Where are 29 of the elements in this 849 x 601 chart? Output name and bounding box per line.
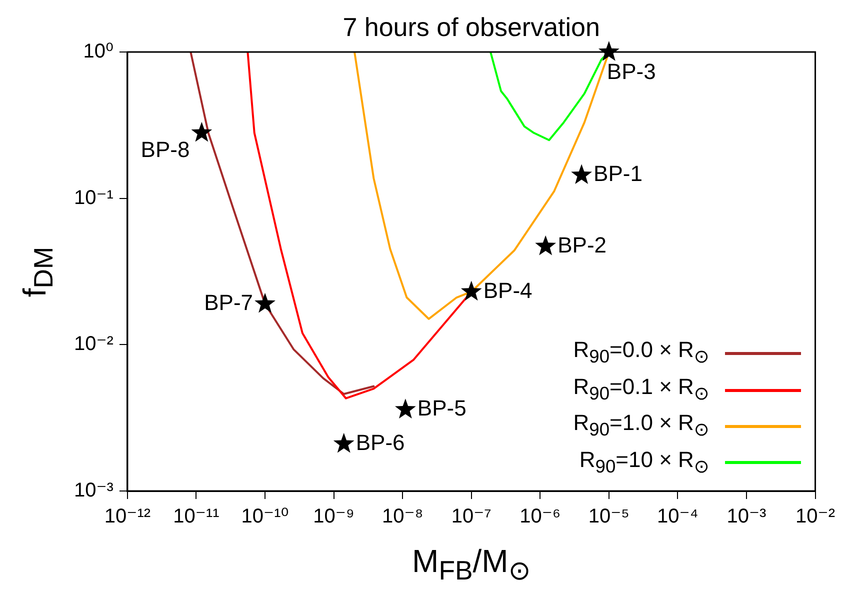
annotation: BP-8	[140, 136, 190, 162]
x-tick-label: 10⁻⁹	[313, 506, 354, 528]
x-tick-label: 10⁻⁷	[451, 506, 492, 528]
x-tick-label: 10⁻⁴	[657, 506, 698, 528]
x-tick-label: 10⁻¹²	[104, 506, 151, 528]
annotation: BP-6	[356, 430, 405, 455]
x-tick-label: 10⁻⁸	[382, 506, 424, 528]
x-tick-label: 10⁻²	[796, 506, 836, 528]
legend-label: R$_{90}$=0.1 × R$_{⊙}$	[573, 372, 710, 406]
chart-title: 7 hours of observation	[342, 12, 601, 43]
y-tick-label: 10⁻²	[74, 333, 114, 356]
annotation: BP-7	[204, 290, 254, 315]
x-tick-label: 10⁻⁵	[588, 506, 630, 528]
y-tick-label: 10⁻³	[74, 480, 114, 502]
annotation: BP-4	[483, 278, 532, 303]
x-tick-label: 10⁻⁶	[520, 506, 561, 528]
annotation: BP-2	[558, 232, 607, 258]
legend-label: R$_{90}$=0.0 × R$_{⊙}$	[573, 336, 710, 369]
x-tick-label: 10⁻¹⁰	[241, 506, 289, 528]
x-tick-label: 10⁻³	[726, 506, 767, 528]
annotation: BP-1	[594, 161, 642, 186]
x-tick-label: 10⁻¹¹	[173, 506, 220, 528]
annotation: BP-5	[417, 396, 466, 421]
y-tick-label: 10⁰	[83, 40, 114, 63]
annotation: BP-3	[606, 59, 656, 84]
y-tick-label: 10⁻¹	[74, 186, 114, 209]
legend-label: R$_{90}$=10 × R$_{⊙}$	[579, 446, 710, 478]
x-axis-title: M$_{FB}$/M$_{⊙}$	[411, 543, 532, 586]
legend-label: R$_{90}$=1.0 × R$_{⊙}$	[573, 409, 710, 442]
